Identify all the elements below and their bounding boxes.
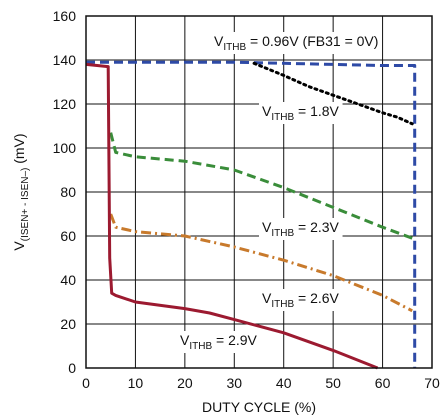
- annotation-vithb-096: VITHB = 0.96V (FB31 = 0V): [214, 33, 378, 53]
- x-tick-label: 40: [276, 375, 292, 391]
- x-tick-label: 50: [325, 375, 341, 391]
- x-tick-label: 30: [226, 375, 242, 391]
- y-tick-label: 40: [60, 272, 76, 288]
- x-tick-label: 20: [177, 375, 193, 391]
- annotation-vithb-23: VITHB = 2.3V: [262, 219, 340, 239]
- series-line-0: [86, 60, 417, 368]
- series-line-4: [85, 62, 379, 370]
- y-tick-label: 160: [53, 8, 77, 24]
- x-tick-label: 10: [128, 375, 144, 391]
- annotation-background: [259, 102, 343, 124]
- y-axis-title-unit: (mV): [11, 133, 27, 167]
- y-axis-title-sub: (ISEN+ - ISEN–): [20, 168, 31, 242]
- tick-labels: 0 10 20 30 40 50 60 70 0 20 40 60 80 100 120 140 160: [53, 8, 440, 391]
- plot-frame: [85, 15, 433, 369]
- y-tick-label: 120: [53, 96, 77, 112]
- annotation-vithb-18: VITHB = 1.8V: [262, 103, 340, 123]
- annotation-vithb-29: VITHB = 2.9V: [180, 332, 258, 352]
- annotation-background: [259, 218, 343, 240]
- annotation-background: [259, 289, 343, 311]
- annotation-vithb-26: VITHB = 2.6V: [262, 290, 340, 310]
- y-tick-label: 140: [53, 52, 77, 68]
- grid: [86, 16, 432, 368]
- series-line-1: [252, 61, 414, 126]
- annotation-background: [211, 32, 382, 54]
- x-tick-label: 0: [82, 375, 90, 391]
- x-tick-label: 60: [375, 375, 391, 391]
- x-tick-label: 70: [424, 375, 440, 391]
- series-line-3: [109, 213, 413, 313]
- annotation-background: [177, 331, 261, 353]
- y-axis-title-main: V: [11, 241, 27, 251]
- series-line-2: [109, 132, 413, 240]
- y-tick-label: 80: [60, 184, 76, 200]
- y-tick-label: 60: [60, 228, 76, 244]
- x-axis-title: DUTY CYCLE (%): [202, 399, 316, 415]
- series-layer: [85, 60, 417, 370]
- y-tick-label: 0: [68, 360, 76, 376]
- series-annotations: VITHB = 0.96V (FB31 = 0V) VITHB = 1.8V V…: [177, 32, 382, 353]
- y-tick-label: 20: [60, 316, 76, 332]
- y-tick-label: 100: [53, 140, 77, 156]
- y-axis-title: V(ISEN+ - ISEN–) (mV): [11, 133, 31, 250]
